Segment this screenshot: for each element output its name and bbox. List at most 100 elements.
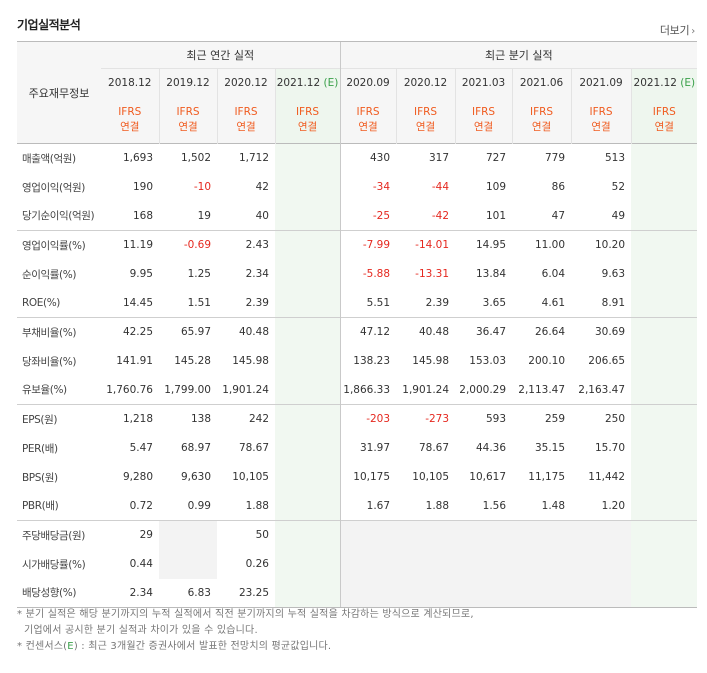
table-cell <box>455 549 513 579</box>
table-cell: 1,712 <box>217 143 275 173</box>
table-cell: 1,866.33 <box>339 375 397 405</box>
table-cell: -273 <box>396 404 456 434</box>
table-cell: 6.04 <box>541 268 566 280</box>
table-cell: 47.12 <box>339 317 397 347</box>
chevron-right-icon: › <box>691 26 695 37</box>
table-cell: 9.63 <box>601 268 626 280</box>
ifrs-badge: IFRS 연결 <box>395 97 456 144</box>
table-cell: 10,105 <box>412 471 450 483</box>
table-cell: 2.39 <box>425 296 450 309</box>
period-header-quarterly-4: 2021.09 <box>570 68 632 98</box>
table-cell <box>631 230 698 260</box>
table-cell: 10,175 <box>339 462 397 492</box>
table-cell: 727 <box>455 143 513 173</box>
table-cell: 26.64 <box>512 317 572 347</box>
table-cell <box>631 375 698 405</box>
table-cell <box>275 346 341 376</box>
table-cell: 168 <box>132 209 153 222</box>
table-cell: 10,617 <box>469 471 507 483</box>
table-cell: 1.51 <box>187 296 211 309</box>
ifrs-badge: IFRS 연결 <box>216 97 275 144</box>
table-cell <box>631 259 698 289</box>
table-cell <box>631 201 698 231</box>
table-cell: 14.95 <box>455 230 513 260</box>
row-label: 영업이익(억원) <box>22 181 85 194</box>
table-cell <box>275 143 341 173</box>
table-cell: 1,760.76 <box>106 383 153 396</box>
table-row: PBR(배) 0.72 0.99 1.88 1.67 1.88 1.56 1.48 1.20 <box>17 491 698 521</box>
table-row: EPS(원) 1,218 138 242 -203 -273 593 259 250 <box>17 404 698 434</box>
table-cell: -13.31 <box>415 268 450 280</box>
table-cell <box>339 578 397 608</box>
ifrs-label: IFRS <box>118 106 142 119</box>
group-quarterly: 최근 분기 실적 <box>339 41 698 69</box>
section-title: 기업실적분석 <box>17 18 81 32</box>
table-cell: 145.98 <box>232 355 269 367</box>
table-cell: 6.83 <box>159 578 217 608</box>
table-row: 시가배당률(%) 0.44 0.26 <box>17 549 698 579</box>
table-cell <box>275 491 341 521</box>
table-cell: 101 <box>485 209 507 222</box>
table-cell <box>631 288 698 318</box>
table-cell <box>275 317 341 347</box>
table-cell: 3.65 <box>482 296 507 309</box>
more-label: 더보기 <box>659 24 690 37</box>
table-cell: 2.39 <box>245 296 269 309</box>
footnote-1-line-2: 기업에서 공시한 분기 실적과 차이가 있을 수 있습니다. <box>24 625 258 636</box>
consolidated-label: 연결 <box>473 121 494 134</box>
table-cell: 10.20 <box>571 230 632 260</box>
period-header-quarterly-2: 2021.03 <box>454 68 513 98</box>
table-cell <box>455 520 513 550</box>
row-label: ROE(%) <box>22 296 60 309</box>
table-cell: 513 <box>571 143 632 173</box>
table-row: 당좌비율(%) 141.91 145.28 145.98 138.23 145.98 153… <box>17 346 698 376</box>
table-cell <box>275 259 341 289</box>
table-cell: -44 <box>431 181 450 193</box>
ifrs-label: IFRS <box>295 106 320 119</box>
row-label: EPS(원) <box>17 404 101 434</box>
ifrs-label: IFRS <box>413 106 438 119</box>
table-cell <box>631 143 698 173</box>
table-cell <box>275 462 341 492</box>
consolidated-label: 연결 <box>120 121 140 134</box>
table-cell <box>275 375 341 405</box>
table-cell <box>396 549 456 579</box>
row-label: 당기순이익(억원) <box>22 210 95 223</box>
table-cell: 145.98 <box>412 355 450 367</box>
table-cell: 190 <box>132 181 153 193</box>
table-cell: 779 <box>512 143 572 173</box>
table-cell: 1.48 <box>541 499 566 512</box>
row-label: BPS(원) <box>22 471 58 484</box>
table-cell: 242 <box>217 404 275 434</box>
table-cell: 0.72 <box>129 499 153 512</box>
table-cell: 40 <box>255 209 269 222</box>
table-row: 당기순이익(억원) 168 19 40 -25 -42 101 47 49 <box>17 201 698 231</box>
table-cell: -25 <box>339 201 397 231</box>
more-link[interactable]: 더보기 › <box>660 22 695 38</box>
table-cell: 15.70 <box>594 442 626 454</box>
table-cell: 1,218 <box>101 404 159 434</box>
table-cell: 138 <box>159 404 217 434</box>
table-cell: 593 <box>455 404 513 434</box>
table-cell: 1,799.00 <box>164 383 211 396</box>
table-cell: 259 <box>512 404 572 434</box>
estimate-mark: (E) <box>323 77 339 90</box>
table-cell: 49 <box>611 209 626 222</box>
table-cell: 29 <box>101 520 159 550</box>
row-label: 매출액(억원) <box>17 143 101 173</box>
row-label: 순이익률(%) <box>22 268 77 281</box>
row-label: 시가배당률(%) <box>22 558 86 571</box>
table-cell <box>631 172 698 202</box>
table-cell: 109 <box>485 181 507 193</box>
table-cell: 5.51 <box>339 288 397 318</box>
table-cell <box>159 549 217 579</box>
table-cell: 11.00 <box>512 230 572 260</box>
table-cell <box>631 433 698 463</box>
table-cell <box>275 433 341 463</box>
period-header-quarterly-1: 2020.12 <box>395 68 456 98</box>
table-cell: -42 <box>431 209 450 222</box>
table-cell <box>275 288 341 318</box>
table-cell: 1.88 <box>245 499 269 512</box>
table-cell: 11.19 <box>101 230 159 260</box>
table-cell <box>631 578 698 608</box>
